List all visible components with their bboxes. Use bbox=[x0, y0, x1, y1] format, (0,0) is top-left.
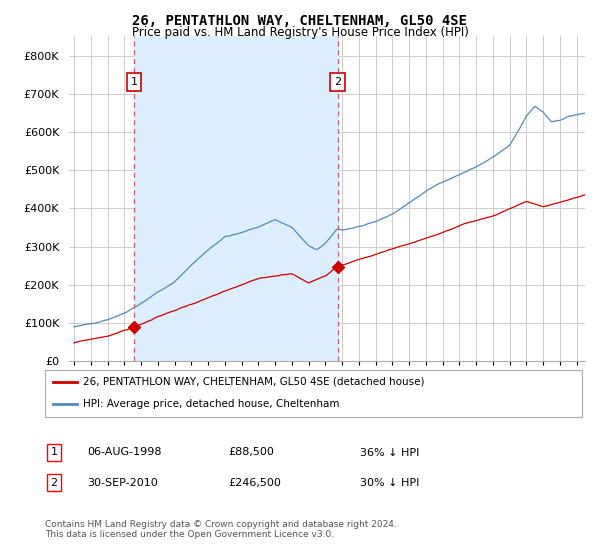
Text: 1: 1 bbox=[131, 77, 137, 87]
Text: 26, PENTATHLON WAY, CHELTENHAM, GL50 4SE: 26, PENTATHLON WAY, CHELTENHAM, GL50 4SE bbox=[133, 14, 467, 28]
Text: 30-SEP-2010: 30-SEP-2010 bbox=[87, 478, 158, 488]
Text: Contains HM Land Registry data © Crown copyright and database right 2024.
This d: Contains HM Land Registry data © Crown c… bbox=[45, 520, 397, 539]
Bar bbox=[134, 36, 338, 361]
FancyBboxPatch shape bbox=[45, 370, 582, 417]
Text: £246,500: £246,500 bbox=[228, 478, 281, 488]
Text: £88,500: £88,500 bbox=[228, 447, 274, 458]
Text: 1: 1 bbox=[50, 447, 58, 458]
Text: 36% ↓ HPI: 36% ↓ HPI bbox=[360, 447, 419, 458]
Text: 26, PENTATHLON WAY, CHELTENHAM, GL50 4SE (detached house): 26, PENTATHLON WAY, CHELTENHAM, GL50 4SE… bbox=[83, 376, 424, 386]
Text: 06-AUG-1998: 06-AUG-1998 bbox=[87, 447, 161, 458]
Text: 30% ↓ HPI: 30% ↓ HPI bbox=[360, 478, 419, 488]
Text: Price paid vs. HM Land Registry's House Price Index (HPI): Price paid vs. HM Land Registry's House … bbox=[131, 26, 469, 39]
Text: 2: 2 bbox=[50, 478, 58, 488]
Text: 2: 2 bbox=[334, 77, 341, 87]
Text: HPI: Average price, detached house, Cheltenham: HPI: Average price, detached house, Chel… bbox=[83, 399, 339, 409]
